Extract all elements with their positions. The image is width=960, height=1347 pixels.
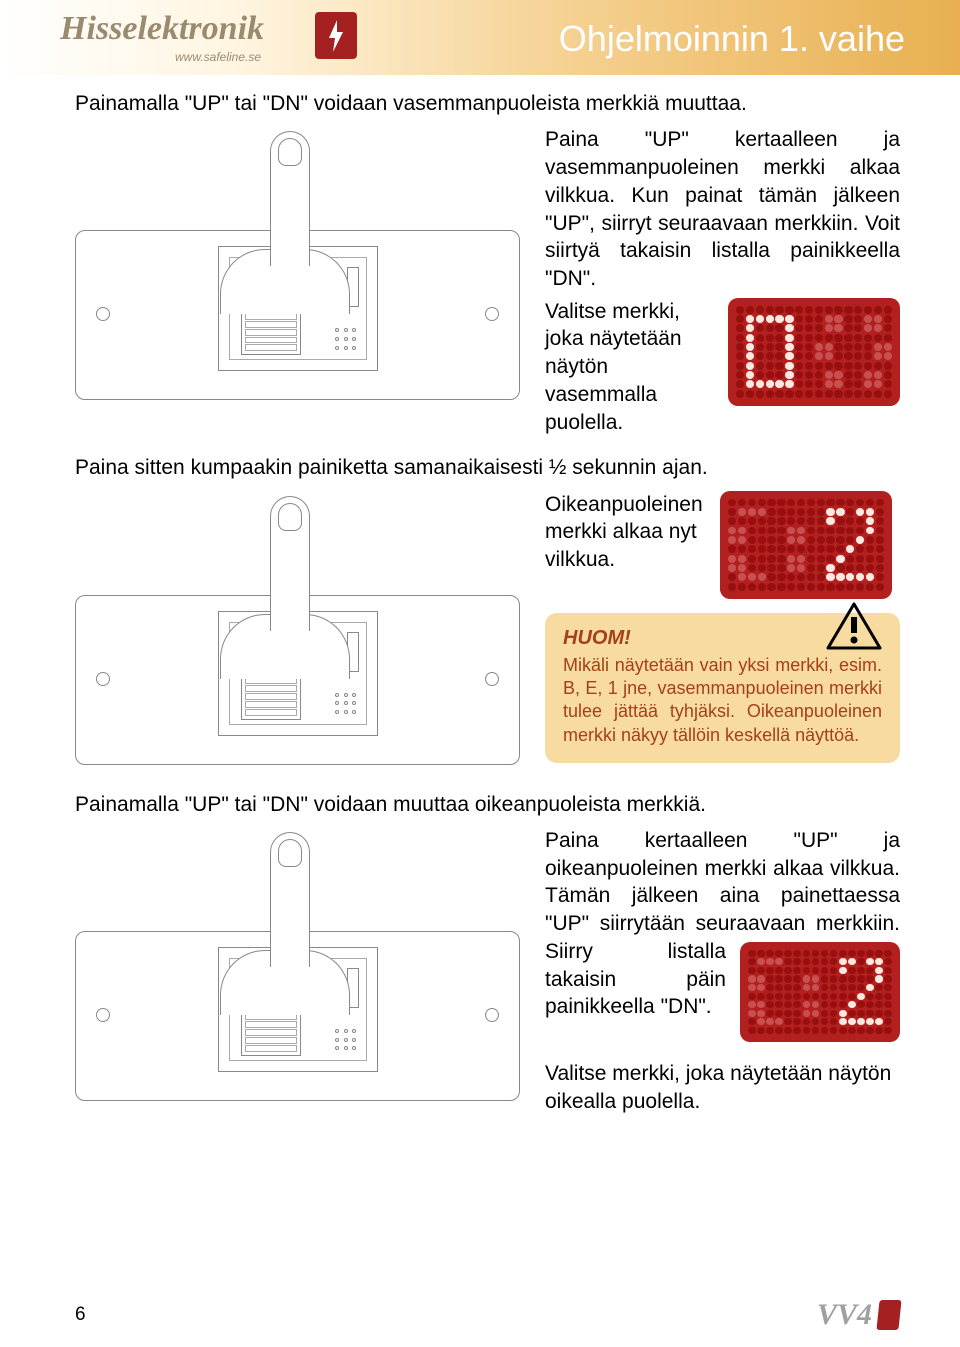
section3-text1: Paina kertaalleen "UP" ja oikeanpuoleine… bbox=[545, 829, 900, 935]
footer-logo: VV4 bbox=[817, 1298, 900, 1332]
header-bar: Hisselektronik www.safeline.se Ohjelmoin… bbox=[0, 0, 960, 75]
section3-text-block: Paina kertaalleen "UP" ja oikeanpuoleine… bbox=[545, 827, 900, 1046]
led-display-3 bbox=[740, 942, 900, 1042]
footer-logo-text: VV4 bbox=[817, 1298, 872, 1332]
brand-logo-text: Hisselektronik bbox=[60, 10, 264, 48]
warning-icon bbox=[826, 601, 882, 651]
brand-logo-icon bbox=[315, 12, 357, 59]
page-footer: 6 VV4 bbox=[0, 1298, 960, 1332]
section-1: Paina "UP" kertaalleen ja vasemmanpuolei… bbox=[75, 126, 900, 436]
brand-logo-url: www.safeline.se bbox=[175, 50, 261, 64]
warning-body: Mikäli näytetään vain yksi merkki, esim.… bbox=[563, 654, 882, 748]
device-illustration-2 bbox=[75, 491, 520, 771]
page-content: Painamalla "UP" tai "DN" voidaan vasemma… bbox=[0, 75, 960, 1125]
section-3: Painamalla "UP" tai "DN" voidaan muuttaa… bbox=[75, 791, 900, 1125]
section1-text2: Valitse merkki, joka näytetään näytön va… bbox=[545, 298, 713, 437]
device-illustration-3 bbox=[75, 827, 520, 1107]
led-display-1 bbox=[728, 298, 900, 406]
warning-box: HUOM! Mikäli näytetään vain yksi merkki,… bbox=[545, 613, 900, 764]
section2-text1: Oikeanpuoleinen merkki alkaa nyt vilkkua… bbox=[545, 491, 705, 574]
device-illustration-1 bbox=[75, 126, 520, 406]
section-2: Paina sitten kumpaakin painiketta samana… bbox=[75, 454, 900, 770]
section2-intro: Paina sitten kumpaakin painiketta samana… bbox=[75, 454, 900, 482]
page-number: 6 bbox=[75, 1304, 86, 1326]
section3-text2: Siirry listalla takaisin päin painikkeel… bbox=[545, 940, 726, 1018]
section3-text3: Valitse merkki, joka näytetään näytön oi… bbox=[545, 1060, 900, 1117]
page-title: Ohjelmoinnin 1. vaihe bbox=[559, 18, 905, 60]
intro-text: Painamalla "UP" tai "DN" voidaan vasemma… bbox=[75, 90, 900, 118]
led-display-2 bbox=[720, 491, 892, 599]
section1-text1: Paina "UP" kertaalleen ja vasemmanpuolei… bbox=[545, 126, 900, 292]
section3-intro: Painamalla "UP" tai "DN" voidaan muuttaa… bbox=[75, 791, 900, 819]
footer-logo-icon bbox=[876, 1300, 901, 1330]
